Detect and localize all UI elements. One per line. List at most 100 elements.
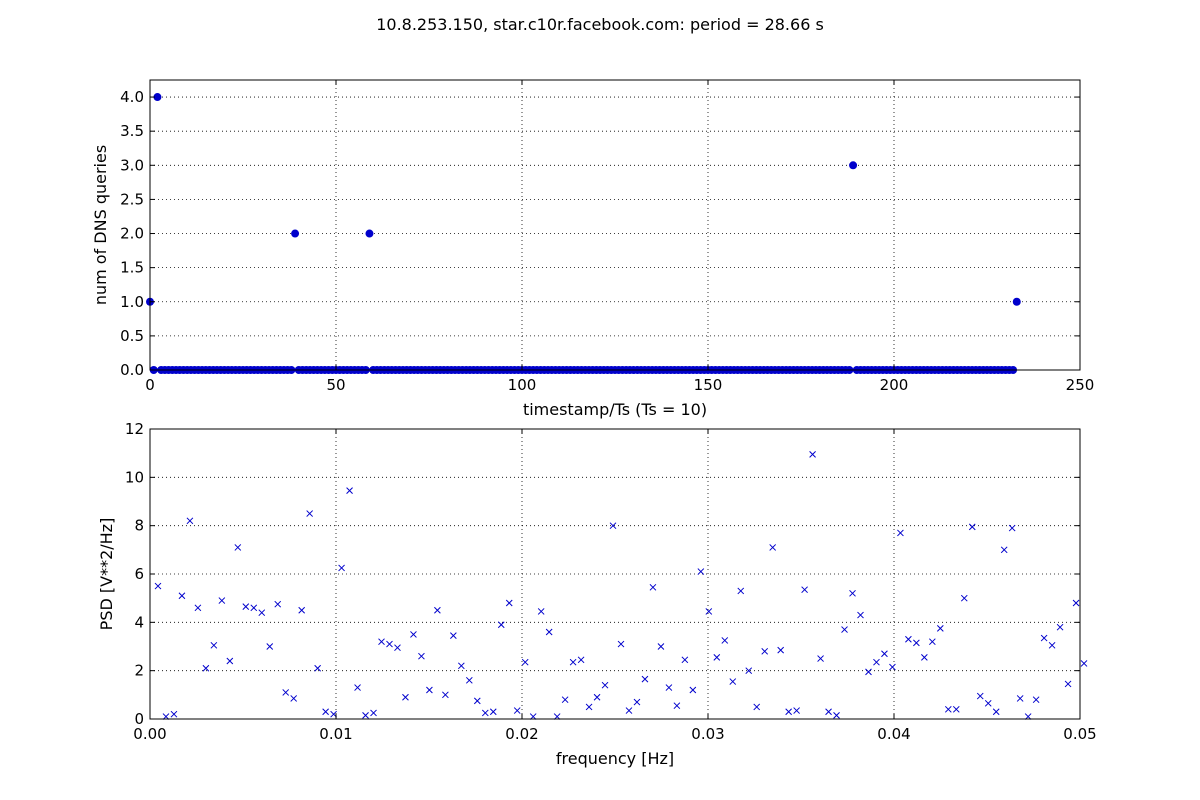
data-point [418, 652, 425, 660]
data-point [705, 608, 713, 615]
data-point [1064, 680, 1072, 688]
data-point [849, 589, 856, 597]
data-point [170, 710, 178, 718]
data-point [960, 594, 968, 602]
x-tick-label: 200 [880, 376, 909, 394]
y-tick-label: 3.0 [120, 156, 144, 174]
data-point [481, 709, 489, 717]
x-tick-label: 0.02 [505, 725, 538, 743]
data-point [290, 695, 298, 702]
y-tick-label: 1.5 [120, 259, 144, 277]
data-point [992, 708, 1000, 716]
data-point [266, 643, 274, 650]
x-tick-label: 0.03 [691, 725, 724, 743]
y-tick-label: 10 [125, 468, 144, 486]
dns-queries-plot: 0 50 100 150 200 250 0.0 0.5 1.0 1.5 2.0 2.5 3.0 3.5 4… [91, 79, 1095, 419]
psd-plot: 0.00 0.01 0.02 0.03 0.04 0.05 0 2 4 6 8 10 12 freque… [97, 420, 1097, 768]
data-point [928, 638, 936, 646]
data-point [936, 625, 944, 632]
data-point [889, 663, 896, 671]
data-point [865, 668, 872, 676]
y-tick-label: 4.0 [120, 88, 144, 106]
x-tick-label: 50 [326, 376, 345, 394]
data-point [944, 705, 952, 713]
data-point [434, 606, 441, 614]
data-point [218, 597, 226, 604]
data-point [186, 517, 194, 525]
x-tick-label: 0.05 [1063, 725, 1096, 743]
data-point [250, 604, 258, 612]
y-tick-label: 0.0 [120, 361, 144, 379]
data-point [673, 702, 681, 710]
data-point [577, 656, 585, 664]
data-point [976, 692, 984, 700]
data-point [378, 638, 385, 646]
data-point [785, 708, 793, 716]
y-tick-label: 6 [134, 565, 144, 583]
data-point [210, 641, 218, 649]
data-point [921, 654, 928, 661]
data-point [681, 656, 689, 664]
data-point [1072, 599, 1080, 607]
data-point [665, 684, 673, 691]
data-point [1000, 546, 1008, 554]
data-point [873, 658, 880, 666]
data-points [154, 451, 1088, 720]
axis-ticks: 0.00 0.01 0.02 0.03 0.04 0.05 0 2 4 6 8 10 12 [125, 420, 1097, 743]
data-point [968, 523, 976, 531]
data-point [721, 637, 729, 644]
x-axis-label: timestamp/Ts (Ts = 10) [523, 400, 707, 419]
data-point [234, 544, 242, 551]
data-point [226, 657, 234, 665]
data-point [849, 161, 858, 170]
x-tick-label: 0.04 [877, 725, 910, 743]
data-point [386, 640, 393, 648]
data-point [497, 621, 505, 629]
data-point [410, 631, 417, 638]
data-point [1048, 641, 1056, 649]
data-point [489, 708, 497, 716]
x-axis-label: frequency [Hz] [556, 749, 674, 768]
data-point [713, 654, 721, 661]
data-point [242, 603, 250, 610]
y-tick-label: 3.5 [120, 122, 144, 140]
y-tick-label: 2.5 [120, 190, 144, 208]
data-point [450, 632, 457, 639]
data-point [1040, 634, 1048, 642]
data-point [402, 693, 409, 701]
data-point [952, 705, 960, 713]
data-point [306, 510, 314, 517]
x-tick-label: 0 [145, 376, 155, 394]
data-point [585, 703, 593, 711]
data-point [153, 93, 162, 102]
data-point [314, 664, 321, 672]
data-point [338, 564, 345, 572]
data-point [769, 544, 777, 551]
x-tick-label: 250 [1066, 376, 1095, 394]
data-point [657, 643, 665, 650]
data-point [346, 487, 353, 494]
data-point [521, 658, 529, 666]
data-point [801, 586, 808, 594]
data-point [913, 639, 920, 647]
data-point [857, 611, 864, 619]
data-point [1016, 695, 1024, 702]
data-point [697, 568, 705, 575]
grid-lines [149, 428, 1081, 720]
data-point [793, 707, 800, 714]
data-point [365, 229, 374, 238]
data-point [753, 703, 761, 711]
y-tick-label: 2 [134, 662, 144, 680]
y-tick-label: 8 [134, 517, 144, 535]
data-point [178, 592, 186, 600]
data-point [761, 647, 769, 655]
data-point [569, 658, 577, 666]
data-points [146, 93, 1021, 374]
data-point [426, 686, 433, 694]
y-axis-label: PSD [V**2/Hz] [97, 518, 116, 631]
figure-title: 10.8.253.150, star.c10r.facebook.com: pe… [376, 15, 824, 34]
data-point [154, 582, 162, 590]
data-point [194, 604, 202, 612]
data-point [817, 655, 824, 662]
